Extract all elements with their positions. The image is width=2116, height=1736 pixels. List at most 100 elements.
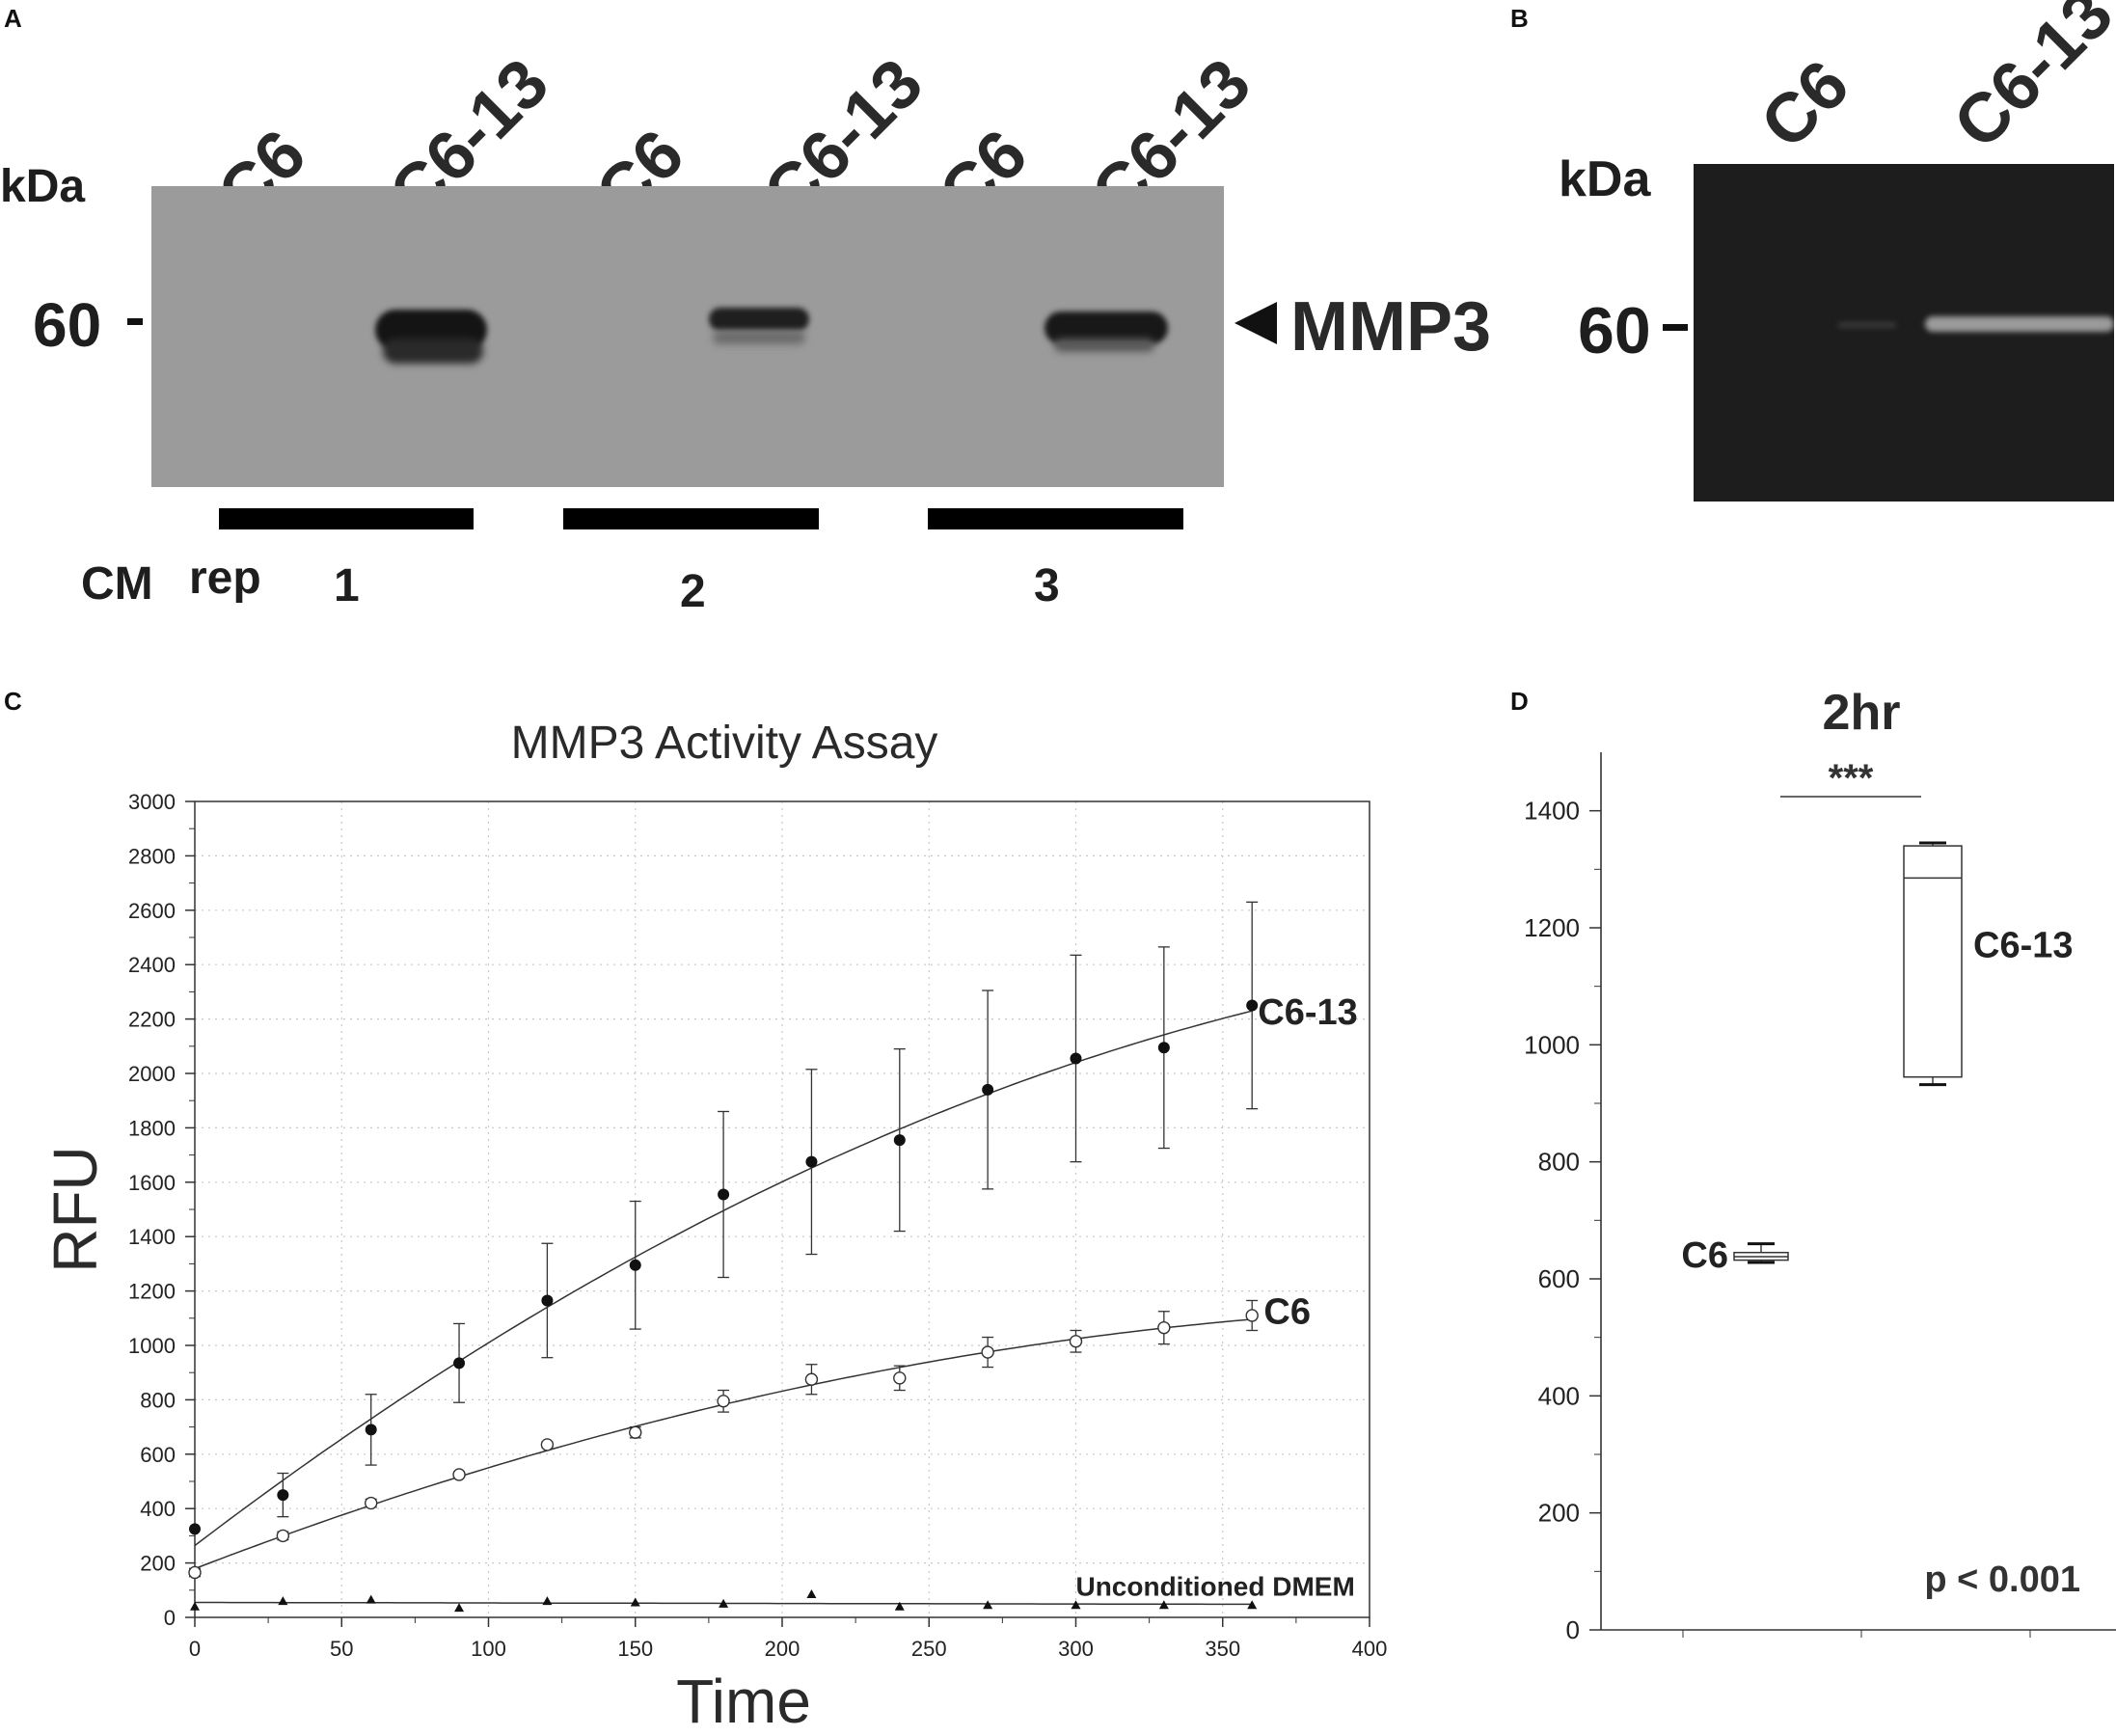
x-tick-label: 250 [911, 1637, 947, 1661]
chart-title: MMP3 Activity Assay [511, 718, 938, 769]
box-plot-2hr: 0 200 400 600 800 1000 1200 1400 2hr C6 C6-13 *** p … [1524, 685, 2116, 1644]
data-point-series-2 [630, 1597, 640, 1607]
y-tick-label: 800 [1538, 1148, 1580, 1177]
band-rep3-c6-13-faint [1054, 339, 1154, 352]
panel-b-lane-label-0: C6 [1746, 45, 1864, 164]
band-rep2-c6-13-faint [713, 331, 805, 344]
panel-b-marker-tick [1663, 324, 1688, 331]
group-label-0: C6 [1681, 1235, 1728, 1276]
x-tick-label: 400 [1352, 1637, 1388, 1661]
x-axis-label: Time [676, 1667, 811, 1736]
y-tick-label: 1600 [128, 1171, 176, 1195]
y-tick-label: 3000 [128, 790, 176, 814]
y-tick-label: 1200 [1524, 913, 1580, 942]
rep-number-1: 1 [334, 560, 360, 611]
y-tick-label: 600 [1538, 1264, 1580, 1293]
cm-label: CM [81, 558, 153, 610]
data-point-series-1 [981, 1345, 994, 1359]
panel-a-letter: A [4, 4, 22, 33]
rep2-bar [563, 508, 819, 529]
rep1-bar [219, 508, 474, 529]
data-point-series-1 [188, 1565, 202, 1580]
data-point-series-1 [1069, 1335, 1083, 1348]
panel-b-band-c6-faint [1838, 322, 1896, 328]
data-point-series-1 [629, 1425, 642, 1439]
group-label-1: C6-13 [1973, 925, 2074, 965]
data-point-series-0 [189, 1523, 201, 1535]
y-tick-label: 2000 [128, 1062, 176, 1086]
series-label-c6-13: C6-13 [1258, 992, 1358, 1033]
band-rep1-c6-13-lower [383, 339, 483, 364]
data-point-series-0 [1246, 999, 1259, 1012]
data-point-series-1 [540, 1438, 555, 1451]
panel-a-kda-label: kDa [0, 161, 86, 212]
fit-line-series-1 [194, 1318, 1253, 1570]
data-point-series-0 [277, 1489, 289, 1502]
data-point-series-1 [717, 1395, 730, 1408]
data-point-series-2 [366, 1594, 376, 1604]
data-point-series-2 [894, 1601, 905, 1611]
y-tick-label: 1200 [128, 1280, 176, 1304]
y-tick-label: 1400 [128, 1225, 176, 1249]
data-point-series-0 [982, 1083, 994, 1096]
data-point-series-0 [1070, 1052, 1082, 1065]
data-point-series-0 [805, 1155, 818, 1168]
mmp3-arrow-icon [1234, 302, 1277, 344]
significance-stars: *** [1829, 757, 1874, 800]
data-point-series-0 [893, 1134, 906, 1147]
panel-a-marker-tick [127, 318, 143, 325]
panel-b-marker-60: 60 [1578, 294, 1651, 367]
data-point-series-1 [893, 1371, 907, 1385]
data-point-series-2 [1071, 1600, 1081, 1610]
x-tick-label: 50 [330, 1637, 353, 1661]
x-tick-label: 200 [765, 1637, 800, 1661]
panel-a-band-label: MMP3 [1290, 288, 1492, 366]
panel-c-letter: C [4, 687, 22, 716]
y-tick-label: 200 [140, 1552, 176, 1576]
data-point-series-1 [804, 1372, 819, 1386]
y-tick-label: 1800 [128, 1116, 176, 1140]
y-axis-label: RFU [41, 1146, 110, 1273]
panel-d-letter: D [1510, 687, 1529, 716]
panel-b-band-c6-13 [1925, 316, 2114, 332]
data-point-series-2 [983, 1600, 993, 1610]
x-tick-label: 100 [471, 1637, 506, 1661]
band-rep2-c6-13 [709, 308, 809, 331]
y-tick-label: 800 [140, 1388, 176, 1412]
data-point-series-1 [452, 1468, 466, 1481]
y-tick-label: 2800 [128, 844, 176, 868]
fit-line-series-0 [194, 1010, 1253, 1547]
p-value-label: p < 0.001 [1924, 1560, 2080, 1600]
panel-a-marker-60: 60 [33, 290, 102, 360]
series-label-dmem: Unconditioned DMEM [1075, 1571, 1354, 1601]
activity-assay-chart: 0 50 100 150 200 250 300 350 400 0 200 400 600 800 100… [41, 718, 1388, 1736]
data-point-series-2 [542, 1596, 553, 1606]
data-point-series-2 [454, 1603, 465, 1613]
y-tick-label: 600 [140, 1443, 176, 1467]
rep-label: rep [189, 553, 261, 604]
data-point-series-1 [1245, 1309, 1259, 1322]
data-point-series-0 [1157, 1042, 1170, 1054]
panel-b-letter: B [1510, 4, 1529, 33]
panel-b-lane-label-1: C6-13 [1939, 0, 2116, 164]
data-point-series-1 [365, 1496, 378, 1510]
data-point-series-1 [276, 1529, 290, 1543]
data-point-series-2 [1158, 1600, 1169, 1610]
y-tick-label: 1400 [1524, 797, 1580, 826]
panel-b-kda-label: kDa [1559, 151, 1651, 207]
chart-title: 2hr [1823, 685, 1901, 741]
x-tick-label: 350 [1205, 1637, 1240, 1661]
x-tick-label: 150 [617, 1637, 653, 1661]
data-point-series-2 [1247, 1600, 1258, 1610]
rep3-bar [928, 508, 1183, 529]
data-point-series-0 [541, 1294, 554, 1307]
y-tick-label: 0 [164, 1606, 176, 1630]
box-1 [1903, 845, 1963, 1078]
y-tick-label: 2200 [128, 1008, 176, 1032]
data-point-series-2 [719, 1598, 729, 1608]
data-point-series-1 [1157, 1320, 1171, 1335]
data-point-series-2 [806, 1589, 817, 1599]
data-point-series-2 [278, 1596, 288, 1606]
rep-number-2: 2 [680, 566, 706, 617]
panel-b-gel [1694, 164, 2114, 502]
